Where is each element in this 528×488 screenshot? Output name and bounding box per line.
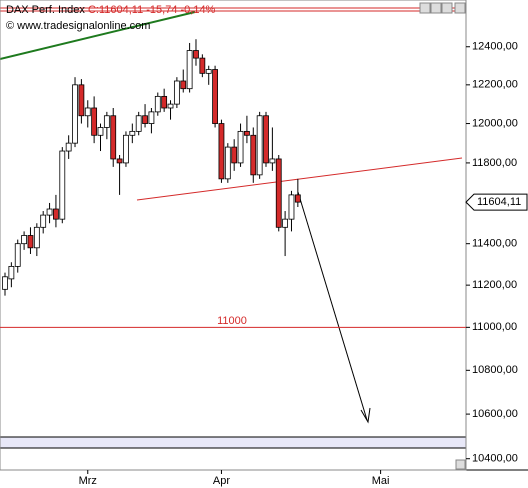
candle-body xyxy=(103,115,110,128)
candle-body xyxy=(199,57,206,74)
candle-body xyxy=(263,115,269,164)
arrow xyxy=(297,191,368,421)
x-tick-label: Mai xyxy=(372,475,390,487)
candle-body xyxy=(123,134,129,164)
candle-body xyxy=(193,50,199,59)
candle-body xyxy=(40,214,47,228)
title: DAX Perf. Index C:11604,11 -15,74 -0,14% xyxy=(6,4,216,16)
x-tick-label: Apr xyxy=(213,475,230,487)
button[interactable] xyxy=(441,2,453,14)
candle-body xyxy=(218,123,225,180)
candle-body xyxy=(59,150,66,220)
candle-body xyxy=(21,235,27,245)
candle-body xyxy=(129,130,136,136)
candle-body xyxy=(2,276,8,290)
x-tick-label: Mrz xyxy=(79,475,97,487)
candle-body xyxy=(84,107,91,117)
quote: C:11604,11 -15,74 -0,14% xyxy=(88,4,216,16)
candle-body xyxy=(14,243,21,267)
candle-body xyxy=(288,194,295,220)
y-tick-label: 11400,00 xyxy=(472,238,517,250)
candle-body xyxy=(97,127,104,136)
title: DAX Perf. Index xyxy=(6,4,85,16)
y-tick-label: 10600,00 xyxy=(472,408,518,420)
candle-body xyxy=(91,107,98,136)
candle-body xyxy=(78,84,85,117)
y-tick-label: 10800,00 xyxy=(472,364,518,376)
candle-body xyxy=(46,208,53,216)
y-tick-label: 11000,00 xyxy=(472,321,517,333)
candle-body xyxy=(8,265,15,280)
candle-body xyxy=(142,115,148,124)
button[interactable] xyxy=(419,2,431,14)
y-tick-label: 12000,00 xyxy=(472,117,518,129)
candle-body xyxy=(33,226,40,249)
candle-body xyxy=(250,134,257,176)
plot-border xyxy=(0,0,467,471)
candle-body xyxy=(237,130,244,164)
candle-body xyxy=(186,50,193,90)
y-tick-label: 11800,00 xyxy=(472,157,517,169)
horizontal-line-label: 11000 xyxy=(217,315,247,327)
watermark: © www.tradesignalonline.com xyxy=(6,20,150,32)
candle-body xyxy=(244,130,250,136)
price-label: 11604,11 xyxy=(477,196,521,208)
candle-body xyxy=(154,95,161,113)
green-trendline xyxy=(0,11,196,60)
candle-body xyxy=(256,115,263,176)
candle-body xyxy=(65,142,72,152)
candle-body xyxy=(116,158,123,164)
arrow-head xyxy=(360,407,371,424)
candle-body xyxy=(269,158,276,164)
button[interactable] xyxy=(430,2,442,14)
bottom-band xyxy=(0,436,467,449)
button[interactable] xyxy=(454,2,466,14)
candle-body xyxy=(173,80,180,105)
y-tick-label: 12400,00 xyxy=(472,41,518,53)
candle-body xyxy=(161,95,168,109)
candle-body xyxy=(53,208,59,220)
candle-body xyxy=(212,69,218,124)
candle-body xyxy=(72,84,78,144)
y-tick-label: 12200,00 xyxy=(472,79,518,91)
candle-body xyxy=(224,146,231,180)
candle-body xyxy=(282,218,289,228)
candle-body xyxy=(27,235,34,249)
candle-body xyxy=(167,103,174,109)
price-marker xyxy=(465,193,528,211)
y-tick-label: 10400,00 xyxy=(472,453,518,465)
y-tick-label: 11200,00 xyxy=(472,279,517,291)
toolbar xyxy=(419,2,466,470)
candle-body xyxy=(110,115,117,160)
red-trendline xyxy=(136,157,463,201)
candle-body xyxy=(294,194,301,203)
candle-body xyxy=(205,69,212,74)
candle-body xyxy=(180,80,187,90)
resize-handle[interactable] xyxy=(455,459,466,470)
candle-body xyxy=(231,146,238,164)
candle-body xyxy=(275,158,282,228)
candle-body xyxy=(148,111,155,124)
candle-body xyxy=(135,115,142,132)
